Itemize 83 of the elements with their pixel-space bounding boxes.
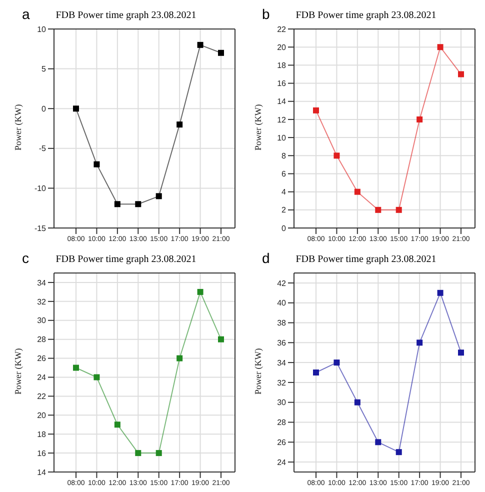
y-tick-label: 24 [37, 373, 47, 382]
y-tick-label: -15 [34, 224, 47, 233]
point [334, 152, 340, 159]
point [94, 161, 100, 168]
y-tick-label: 32 [277, 378, 287, 388]
point [197, 288, 204, 295]
point [396, 206, 402, 213]
y-tick-label: 14 [37, 468, 47, 477]
text: c [22, 250, 29, 266]
y-tick-label: 0 [42, 104, 47, 114]
text: a [22, 6, 30, 22]
point [458, 350, 464, 356]
point [416, 340, 423, 346]
chart-title: FDB Power time graph 23.08.2021 [56, 254, 196, 265]
y-axis-title: Power (KW) [13, 104, 24, 150]
point [313, 370, 319, 376]
y-tick-label: 26 [277, 438, 287, 447]
text: b [262, 6, 270, 22]
y-tick-label: 34 [37, 278, 47, 288]
y-tick-label: 28 [277, 418, 287, 428]
point [156, 450, 162, 456]
y-tick-label: 8 [282, 151, 287, 160]
y-tick-label: 26 [37, 354, 47, 364]
point [135, 450, 142, 456]
point [176, 122, 183, 128]
point [354, 399, 360, 406]
text: d [262, 250, 270, 266]
point [437, 44, 444, 50]
y-tick-label: 42 [277, 278, 287, 288]
y-tick-label: 18 [37, 430, 47, 439]
y-tick-label: 34 [277, 358, 287, 368]
y-tick-label: 22 [37, 392, 47, 402]
point [73, 106, 79, 112]
y-tick-label: 10 [277, 133, 287, 142]
y-tick-label: -5 [38, 144, 47, 154]
point [94, 374, 100, 380]
point [135, 201, 142, 208]
point [156, 193, 162, 200]
y-tick-label: 12 [277, 115, 287, 124]
y-axis-title: Power (KW) [253, 348, 264, 394]
y-tick-label: 20 [37, 410, 47, 420]
point [354, 188, 360, 195]
y-tick-label: 2 [282, 206, 287, 215]
point [437, 290, 444, 296]
point [458, 71, 464, 78]
point [176, 355, 183, 362]
y-tick-label: 5 [42, 64, 47, 74]
y-tick-label: 6 [282, 170, 287, 179]
y-tick-label: 10 [37, 24, 47, 34]
y-tick-label: 36 [277, 338, 287, 348]
point [73, 364, 79, 371]
y-tick-label: 22 [277, 24, 287, 34]
y-tick-label: 16 [277, 79, 287, 88]
y-tick-label: 20 [277, 42, 287, 52]
point [114, 201, 120, 208]
y-tick-label: 18 [277, 61, 287, 70]
y-tick-label: 30 [277, 398, 287, 408]
point [218, 50, 224, 56]
y-tick-label: 14 [277, 97, 287, 106]
y-axis-title: Power (KW) [13, 348, 24, 394]
point [197, 42, 204, 48]
point [114, 422, 120, 428]
chart-title: FDB Power time graph 23.08.2021 [296, 254, 436, 265]
y-tick-label: 30 [37, 316, 47, 326]
point [375, 439, 382, 446]
y-tick-label: 40 [277, 298, 287, 308]
y-tick-label: 24 [277, 458, 287, 467]
y-tick-label: 38 [277, 318, 287, 328]
y-axis-title: Power (KW) [253, 104, 264, 150]
point [334, 360, 340, 366]
point [375, 206, 382, 213]
y-tick-label: 4 [282, 188, 287, 197]
y-tick-label: 28 [37, 335, 47, 344]
point [313, 107, 319, 114]
point [396, 449, 402, 456]
y-tick-label: 16 [37, 448, 47, 458]
y-tick-label: 32 [37, 297, 47, 306]
y-tick-label: 0 [282, 224, 287, 233]
point [416, 116, 423, 122]
chart-title: FDB Power time graph 23.08.2021 [56, 10, 196, 21]
point [218, 336, 224, 342]
chart-title: FDB Power time graph 23.08.2021 [296, 10, 436, 21]
y-tick-label: -10 [34, 184, 47, 194]
